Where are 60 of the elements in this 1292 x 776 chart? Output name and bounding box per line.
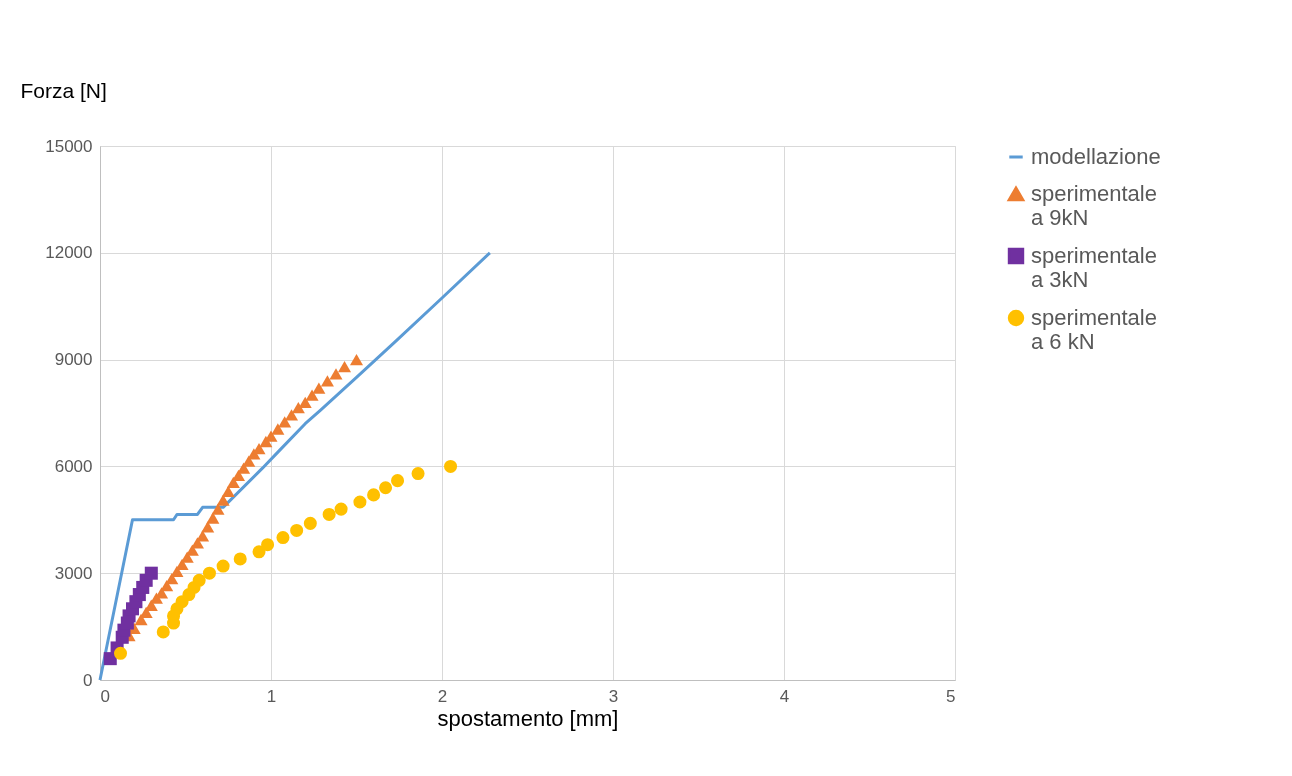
x-tick-label: 2 [437, 686, 448, 706]
point [305, 389, 319, 401]
point [411, 467, 425, 481]
point [322, 507, 336, 521]
point [379, 481, 393, 495]
point [261, 538, 275, 552]
line-series [98, 251, 492, 682]
y-tick-label: 0 [83, 670, 93, 690]
point [192, 573, 206, 587]
point [221, 485, 235, 497]
legend-label: modellazione [1031, 144, 1161, 169]
point [303, 516, 317, 530]
point [206, 512, 220, 524]
point [320, 375, 334, 387]
point [353, 495, 367, 509]
point [190, 537, 204, 549]
legend-label: sperimentale a 9kN [1031, 181, 1157, 230]
point [185, 544, 199, 556]
point [216, 559, 230, 573]
point [391, 474, 405, 488]
point [338, 361, 352, 373]
x-tick-label: 1 [266, 686, 277, 706]
point [226, 476, 240, 489]
point [202, 566, 216, 580]
point [144, 599, 158, 611]
point [334, 502, 348, 516]
point [252, 545, 266, 559]
legend-label: sperimentale a 6 kN [1031, 305, 1157, 354]
point [278, 416, 292, 428]
y-tick-label: 3000 [54, 563, 93, 583]
point [444, 459, 458, 473]
y-tick-label: 6000 [54, 456, 93, 476]
y-axis-title: Forza [N] [20, 78, 107, 102]
point [329, 368, 343, 380]
point [312, 382, 326, 394]
x-tick-label: 4 [779, 686, 790, 706]
point [149, 592, 163, 604]
x-tick-label: 5 [946, 686, 956, 706]
point [271, 423, 285, 435]
point [201, 521, 215, 533]
point [211, 503, 225, 515]
point [156, 625, 170, 639]
point [144, 566, 158, 580]
point [180, 551, 194, 563]
point [114, 646, 128, 660]
point [276, 531, 290, 545]
y-tick-label: 9000 [54, 350, 93, 370]
point [298, 396, 312, 408]
x-tick-label: 0 [100, 686, 110, 706]
point [349, 353, 364, 366]
y-tick-label: 15000 [45, 136, 93, 156]
x-axis-title: spostamento [mm] [437, 705, 619, 731]
point [290, 523, 304, 537]
point [367, 488, 381, 502]
y-tick-label: 12000 [45, 243, 93, 263]
point [291, 402, 305, 414]
point [216, 494, 230, 506]
x-tick-label: 3 [608, 686, 619, 706]
legend-label: sperimentale a 3kN [1031, 243, 1157, 292]
point [233, 552, 247, 566]
